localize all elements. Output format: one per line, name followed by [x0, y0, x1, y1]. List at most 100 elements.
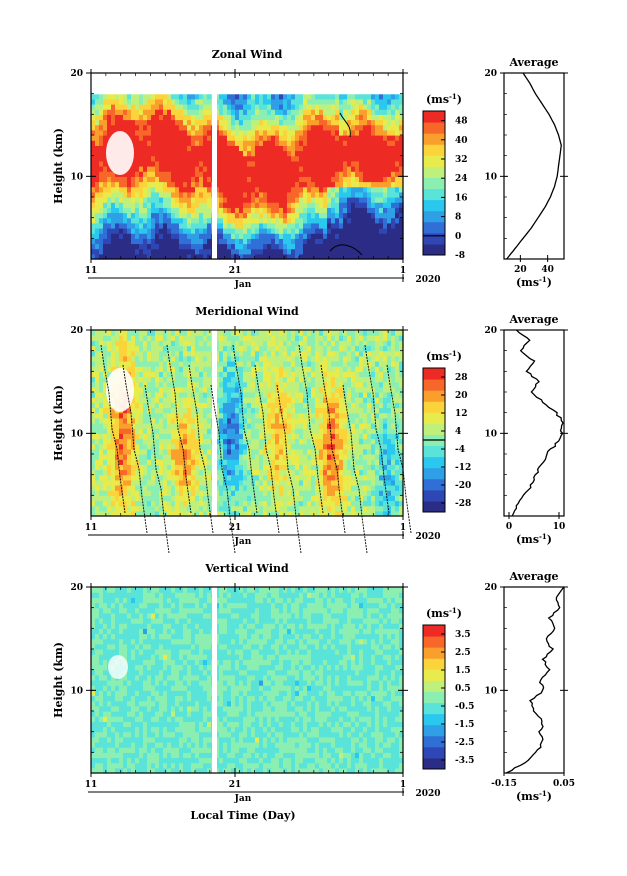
heatmap-cell	[91, 186, 96, 193]
heatmap-cell	[247, 376, 252, 383]
heatmap-cell	[183, 448, 188, 455]
heatmap-cell	[103, 366, 108, 372]
heatmap-cell	[339, 186, 344, 193]
heatmap-cell	[331, 114, 336, 121]
heatmap-cell	[343, 166, 348, 172]
heatmap-cell	[179, 181, 184, 188]
heatmap-cell	[279, 392, 284, 398]
heatmap-cell	[155, 233, 160, 239]
heatmap-cell	[99, 135, 104, 141]
heatmap-cell	[383, 233, 388, 239]
heatmap-cell	[139, 402, 144, 409]
heatmap-cell	[167, 140, 172, 146]
heatmap-cell	[159, 479, 164, 486]
heatmap-cell	[299, 124, 304, 131]
heatmap-cell	[103, 376, 108, 383]
heatmap-cell	[227, 433, 232, 440]
heatmap-cell	[119, 176, 124, 183]
heatmap-cell	[335, 129, 340, 136]
heatmap-cell	[299, 469, 304, 476]
heatmap-cell	[303, 402, 308, 409]
heatmap-cell	[303, 171, 308, 177]
heatmap-cell	[271, 361, 276, 367]
heatmap-cell	[119, 340, 124, 347]
heatmap-cell	[235, 428, 240, 434]
heatmap-cell	[319, 191, 324, 198]
heatmap-cell	[259, 479, 264, 486]
heatmap-cell	[239, 207, 244, 214]
heatmap-cell	[267, 93, 272, 100]
heatmap-cell	[131, 402, 136, 409]
heatmap-cell	[91, 335, 96, 341]
heatmap-cell	[207, 109, 212, 115]
heatmap-cell	[279, 93, 284, 100]
heatmap-cell	[123, 104, 128, 110]
heatmap-cell	[191, 83, 196, 90]
heatmap-cell	[307, 233, 312, 239]
heatmap-cell	[151, 166, 156, 172]
heatmap-cell	[287, 202, 292, 208]
heatmap-cell	[311, 186, 316, 193]
heatmap-cell	[215, 135, 220, 141]
heatmap-cell	[331, 78, 336, 84]
heatmap-cell	[131, 500, 136, 507]
heatmap-cell	[247, 202, 252, 208]
heatmap-cell	[95, 330, 100, 336]
heatmap-cell	[163, 222, 168, 229]
heatmap-cell	[167, 386, 172, 393]
heatmap-cell	[295, 392, 300, 398]
heatmap-cell	[347, 104, 352, 110]
heatmap-cell	[339, 166, 344, 172]
heatmap-cell	[91, 381, 96, 388]
heatmap-cell	[295, 98, 300, 105]
heatmap-cell	[207, 386, 212, 393]
colorbar-segment	[423, 210, 445, 223]
heatmap-cell	[99, 350, 104, 357]
heatmap-cell	[175, 505, 180, 512]
heatmap-cell	[151, 228, 156, 234]
heatmap-cell	[259, 222, 264, 229]
heatmap-cell	[295, 428, 300, 434]
heatmap-cell	[295, 459, 300, 465]
heatmap-cell	[303, 212, 308, 219]
heatmap-cell	[271, 222, 276, 229]
heatmap-cell	[291, 355, 296, 362]
heatmap-cell	[259, 438, 264, 445]
heatmap-cell	[379, 98, 384, 105]
heatmap-cell	[299, 345, 304, 352]
heatmap-cell	[395, 104, 400, 110]
y-tick-label: 20	[70, 69, 83, 79]
heatmap-cell	[175, 448, 180, 455]
heatmap-cell	[139, 340, 144, 347]
heatmap-cell	[287, 197, 292, 203]
heatmap-cell	[395, 233, 400, 239]
heatmap-cell	[371, 145, 376, 152]
heatmap-cell	[299, 145, 304, 152]
heatmap-cell	[215, 145, 220, 152]
heatmap-cell	[191, 114, 196, 121]
heatmap-cell	[239, 386, 244, 393]
heatmap-cell	[315, 155, 320, 162]
heatmap-cell	[179, 155, 184, 162]
heatmap-cell	[315, 166, 320, 172]
heatmap-cell	[115, 93, 120, 100]
heatmap-cell	[267, 433, 272, 440]
heatmap-cell	[247, 433, 252, 440]
heatmap-cell	[219, 464, 224, 471]
heatmap-cell	[127, 181, 132, 188]
heatmap-cell	[187, 119, 192, 126]
heatmap-cell	[115, 253, 120, 260]
heatmap-cell	[363, 83, 368, 90]
heatmap-cell	[363, 228, 368, 234]
heatmap-cell	[303, 109, 308, 115]
heatmap-cell	[95, 243, 100, 250]
heatmap-cell	[175, 83, 180, 90]
heatmap-cell	[287, 459, 292, 465]
heatmap-cell	[95, 171, 100, 177]
heatmap-cell	[267, 88, 272, 95]
heatmap-cell	[311, 381, 316, 388]
heatmap-cell	[227, 438, 232, 445]
heatmap-cell	[363, 243, 368, 250]
heatmap-cell	[115, 186, 120, 193]
heatmap-cell	[267, 350, 272, 357]
